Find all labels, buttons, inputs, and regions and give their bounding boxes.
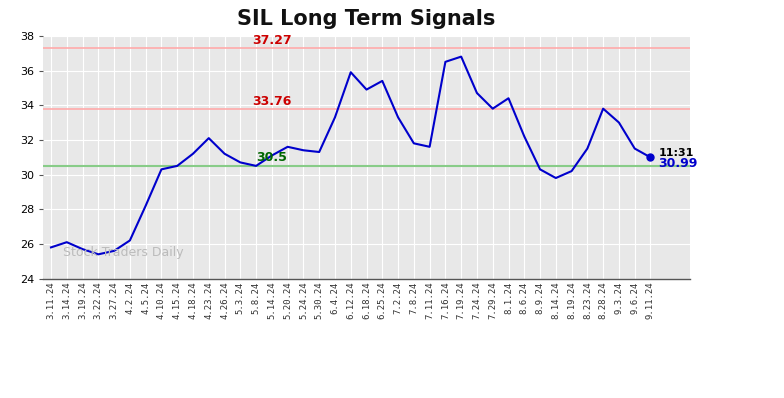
Text: 30.99: 30.99 — [659, 157, 698, 170]
Title: SIL Long Term Signals: SIL Long Term Signals — [238, 9, 495, 29]
Text: 37.27: 37.27 — [252, 34, 292, 47]
Text: 11:31: 11:31 — [659, 148, 694, 158]
Text: 33.76: 33.76 — [252, 95, 292, 108]
Text: Stock Traders Daily: Stock Traders Daily — [63, 246, 183, 259]
Text: 30.5: 30.5 — [256, 152, 287, 164]
